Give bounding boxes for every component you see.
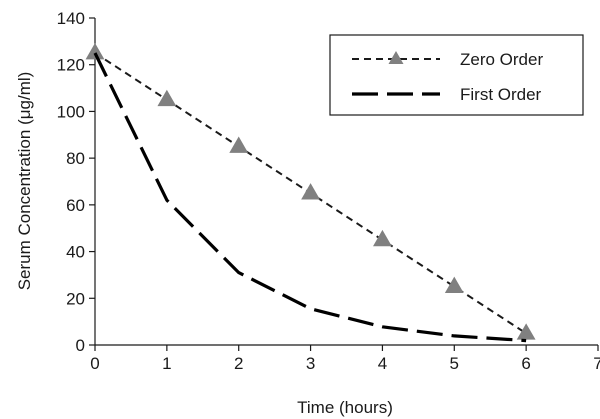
series-line [93,52,527,343]
y-tick-label: 60 [66,196,85,215]
y-axis-title: Serum Concentration (μg/ml) [15,72,34,291]
series-layer [85,43,536,343]
data-point [373,229,392,247]
y-tick-label: 20 [66,289,85,308]
y-tick-label: 120 [57,56,85,75]
series-2 [93,52,527,343]
x-axis-title: Time (hours) [297,398,393,417]
x-tick-label: 4 [378,354,387,373]
data-point [516,323,536,340]
legend-marker [388,50,404,65]
y-tick-label: 0 [76,336,85,355]
legend-label: Zero Order [460,50,543,69]
data-point [157,89,177,107]
y-tick-label: 80 [66,149,85,168]
x-tick-label: 2 [234,354,243,373]
data-point [85,43,105,60]
x-tick-label: 5 [450,354,459,373]
y-tick-label: 100 [57,102,85,121]
legend-box [329,34,584,116]
x-tick-label: 3 [306,354,315,373]
data-point [229,136,249,153]
y-tick-label: 40 [66,243,85,262]
axes: 0 20 40 60 80 100 120 140 0 1 2 3 4 5 6 7 [57,9,600,373]
x-tick-label: 6 [521,354,530,373]
y-tick-label: 140 [57,9,85,28]
x-tick-label: 7 [593,354,600,373]
legend-label: First Order [460,85,542,104]
x-tick-label: 0 [90,354,99,373]
x-tick-label: 1 [162,354,171,373]
data-point [301,183,320,200]
legend: Zero Order First Order [329,34,584,116]
data-point [444,276,464,293]
